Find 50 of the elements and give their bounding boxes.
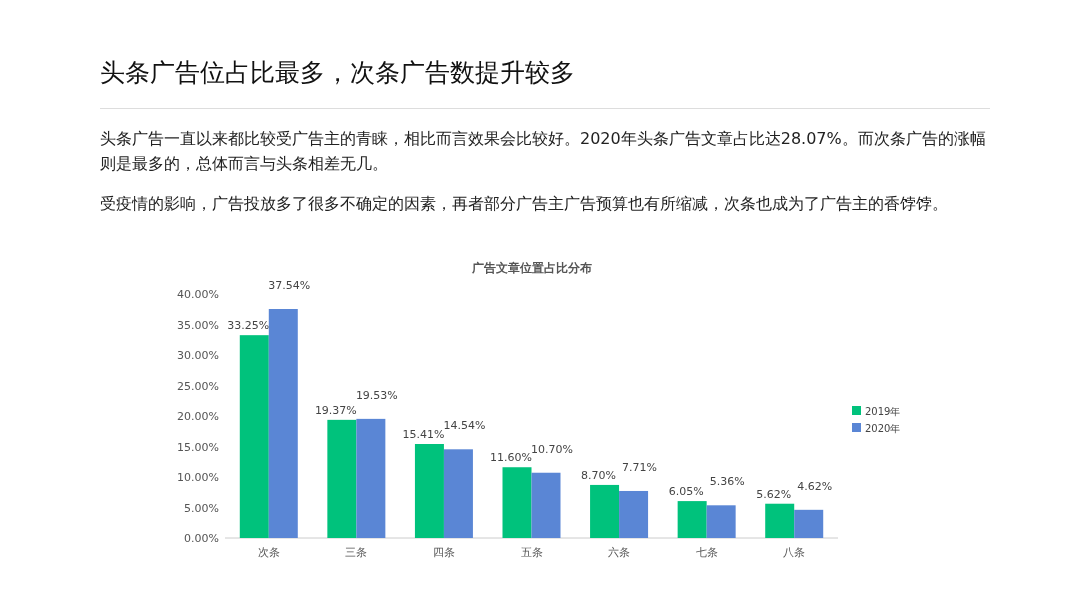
x-tick-label: 六条 xyxy=(608,546,631,559)
legend-label: 2020年 xyxy=(865,423,901,434)
legend-label: 2019年 xyxy=(865,406,901,417)
bar xyxy=(590,484,620,538)
bar xyxy=(619,490,649,538)
bar xyxy=(239,335,269,538)
x-tick-label: 四条 xyxy=(432,546,455,559)
bar xyxy=(794,509,824,538)
y-tick-label: 35.00% xyxy=(177,318,219,332)
x-tick-label: 三条 xyxy=(345,546,368,559)
bar xyxy=(414,444,444,538)
y-tick-label: 30.00% xyxy=(177,349,219,362)
y-tick-label: 0.00% xyxy=(184,532,219,545)
y-tick-label: 25.00% xyxy=(177,379,219,393)
y-tick-label: 15.00% xyxy=(177,440,219,454)
bar xyxy=(531,472,561,538)
data-label: 19.37% xyxy=(314,403,357,417)
text: 受疫情的影响，广告投放多了很多不确定的因素，再者部分广告主广告预算也有所缩减，次条也成为了广告主的香饽饽。 xyxy=(100,193,949,215)
x-tick-label: 次条 xyxy=(257,546,280,559)
data-label: 11.60% xyxy=(490,451,532,465)
data-label: 10.70% xyxy=(531,442,573,456)
y-tick-label: 20.00% xyxy=(177,410,219,423)
data-label: 15.41% xyxy=(402,428,445,441)
bar xyxy=(677,501,707,538)
data-label: 14.54% xyxy=(443,419,486,433)
bar xyxy=(765,503,795,538)
data-label: 19.53% xyxy=(355,388,398,402)
y-tick-label: 10.00% xyxy=(177,471,219,484)
data-label: 5.36% xyxy=(709,475,745,489)
bar xyxy=(443,449,473,538)
data-label: 33.25% xyxy=(227,319,270,333)
x-tick-label: 五条 xyxy=(520,546,543,559)
bar xyxy=(356,418,386,538)
bar xyxy=(327,419,357,538)
bar xyxy=(502,467,532,538)
data-label: 8.70% xyxy=(581,468,617,482)
data-label: 37.54% xyxy=(268,279,311,293)
bar xyxy=(268,309,298,538)
data-label: 5.62% xyxy=(756,487,792,501)
text: 头条广告一直以来都比较受广告主的青睐，相比而言效果会比较好。2020年头条广告文章占比达28.07%。而次条广告的涨幅则是最多的，总体而言与头条相差无几。 xyxy=(100,128,987,175)
data-label: 6.05% xyxy=(668,485,704,499)
data-label: 4.62% xyxy=(797,479,833,493)
data-label: 7.71% xyxy=(622,460,658,474)
chart-subtitle: 广告文章位置占比分布 xyxy=(470,261,592,275)
title: 头条广告位占比最多，次条广告数提升较多 xyxy=(100,57,575,89)
y-tick-label: 40.00% xyxy=(177,288,219,301)
bar xyxy=(706,505,736,538)
y-tick-label: 5.00% xyxy=(184,501,219,515)
x-tick-label: 七条 xyxy=(695,546,718,559)
x-tick-label: 八条 xyxy=(783,546,806,559)
